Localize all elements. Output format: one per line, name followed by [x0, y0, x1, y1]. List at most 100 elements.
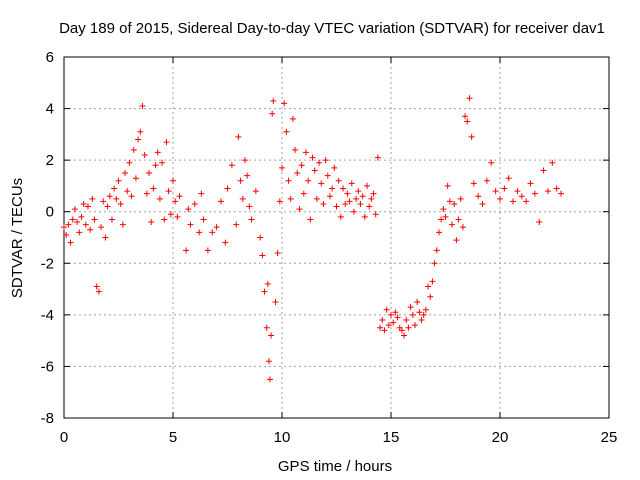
data-point — [357, 200, 364, 207]
data-point — [263, 324, 270, 331]
data-point — [359, 193, 366, 200]
data-point — [451, 200, 458, 207]
data-point — [74, 219, 81, 226]
data-point — [348, 180, 355, 187]
data-point — [377, 324, 384, 331]
data-point — [276, 198, 283, 205]
data-point — [305, 177, 312, 184]
data-point — [414, 298, 421, 305]
data-point — [346, 198, 353, 205]
data-point — [523, 198, 530, 205]
data-point — [261, 288, 268, 295]
data-point — [235, 133, 242, 140]
x-tick-label: 5 — [169, 429, 177, 446]
data-point — [442, 213, 449, 220]
data-point — [191, 200, 198, 207]
data-point — [326, 193, 333, 200]
data-point — [233, 221, 240, 228]
chart-title: Day 189 of 2015, Sidereal Day-to-day VTE… — [59, 20, 605, 37]
data-point — [104, 203, 111, 210]
data-point — [316, 159, 323, 166]
data-point — [444, 182, 451, 189]
data-point — [449, 221, 456, 228]
data-point — [259, 252, 266, 259]
y-tick-label: -4 — [41, 307, 54, 324]
data-point — [167, 211, 174, 218]
data-point — [300, 190, 307, 197]
data-point — [241, 157, 248, 164]
data-point — [514, 188, 521, 195]
data-point — [91, 216, 98, 223]
data-point — [544, 188, 551, 195]
data-point — [217, 198, 224, 205]
data-point — [355, 188, 362, 195]
data-point — [106, 193, 113, 200]
data-point — [333, 203, 340, 210]
data-point — [98, 224, 105, 231]
data-point — [318, 180, 325, 187]
data-point — [187, 221, 194, 228]
data-point — [457, 195, 464, 202]
data-point — [536, 219, 543, 226]
data-point — [398, 327, 405, 334]
data-point — [185, 206, 192, 213]
data-point — [422, 306, 429, 313]
y-tick-label: -6 — [41, 358, 54, 375]
data-point — [405, 324, 412, 331]
data-point — [80, 200, 87, 207]
data-point — [122, 170, 129, 177]
data-point — [390, 319, 397, 326]
data-point — [159, 159, 166, 166]
x-tick-label: 25 — [601, 429, 618, 446]
data-point — [154, 149, 161, 156]
y-tick-label: -2 — [41, 255, 54, 272]
data-point — [176, 193, 183, 200]
data-point — [370, 190, 377, 197]
data-point — [183, 247, 190, 254]
data-point — [265, 358, 272, 365]
data-point — [383, 306, 390, 313]
y-tick-label: 4 — [46, 101, 54, 118]
data-point — [100, 198, 107, 205]
data-point — [269, 110, 276, 117]
data-points — [61, 95, 565, 383]
data-point — [115, 177, 122, 184]
data-point — [366, 203, 373, 210]
data-point — [483, 177, 490, 184]
data-point — [274, 249, 281, 256]
data-point — [161, 216, 168, 223]
data-point — [128, 193, 135, 200]
data-point — [510, 198, 517, 205]
data-point — [409, 311, 416, 318]
data-point — [135, 136, 142, 143]
data-point — [294, 170, 301, 177]
data-point — [324, 172, 331, 179]
data-point — [71, 206, 78, 213]
data-point — [309, 154, 316, 161]
data-point — [264, 280, 271, 287]
data-point — [331, 164, 338, 171]
data-point — [174, 213, 181, 220]
data-point — [196, 229, 203, 236]
data-point — [224, 185, 231, 192]
data-point — [65, 221, 72, 228]
y-tick-label: 6 — [46, 49, 54, 66]
data-point — [248, 216, 255, 223]
data-point — [198, 190, 205, 197]
data-point — [427, 293, 434, 300]
data-point — [488, 159, 495, 166]
data-point — [163, 139, 170, 146]
data-point — [252, 188, 259, 195]
data-point — [470, 180, 477, 187]
data-point — [209, 229, 216, 236]
data-point — [148, 219, 155, 226]
data-point — [411, 322, 418, 329]
data-point — [320, 200, 327, 207]
data-point — [466, 95, 473, 102]
data-point — [462, 113, 469, 120]
data-point — [431, 260, 438, 267]
data-point — [296, 206, 303, 213]
data-point — [505, 175, 512, 182]
data-point — [340, 185, 347, 192]
data-point — [459, 224, 466, 231]
